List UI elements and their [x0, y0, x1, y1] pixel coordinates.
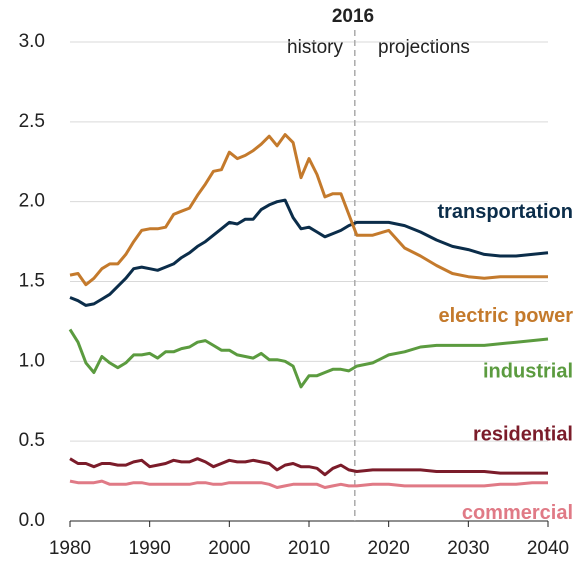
- x-tick-label: 2000: [208, 538, 250, 559]
- y-tick-label: 2.5: [19, 111, 45, 132]
- series-label: electric power: [438, 305, 573, 327]
- x-tick-label: 1990: [129, 538, 171, 559]
- series-label: industrial: [483, 360, 573, 382]
- divider-year: 2016: [332, 6, 374, 27]
- series-line: [69, 457, 548, 477]
- projections-label: projections: [378, 37, 470, 58]
- series-label: commercial: [462, 502, 573, 524]
- history-label: history: [287, 37, 343, 58]
- x-tick-label: 2020: [368, 538, 410, 559]
- x-tick-label: 2040: [527, 538, 569, 559]
- x-tick-label: 2010: [288, 538, 330, 559]
- series-line: [69, 133, 548, 287]
- x-tick-label: 1980: [49, 538, 91, 559]
- series-label: transportation: [437, 201, 573, 223]
- y-tick-label: 1.0: [19, 350, 45, 371]
- y-tick-label: 2.0: [19, 191, 45, 212]
- y-tick-label: 1.5: [19, 271, 45, 292]
- y-tick-label: 3.0: [19, 31, 45, 52]
- x-tick-label: 2030: [447, 538, 489, 559]
- series-label: residential: [473, 423, 573, 445]
- series-line: [69, 479, 548, 489]
- series-line: [69, 198, 549, 307]
- y-tick-label: 0.0: [19, 510, 45, 531]
- y-tick-label: 0.5: [19, 430, 45, 451]
- series-line: [68, 328, 549, 389]
